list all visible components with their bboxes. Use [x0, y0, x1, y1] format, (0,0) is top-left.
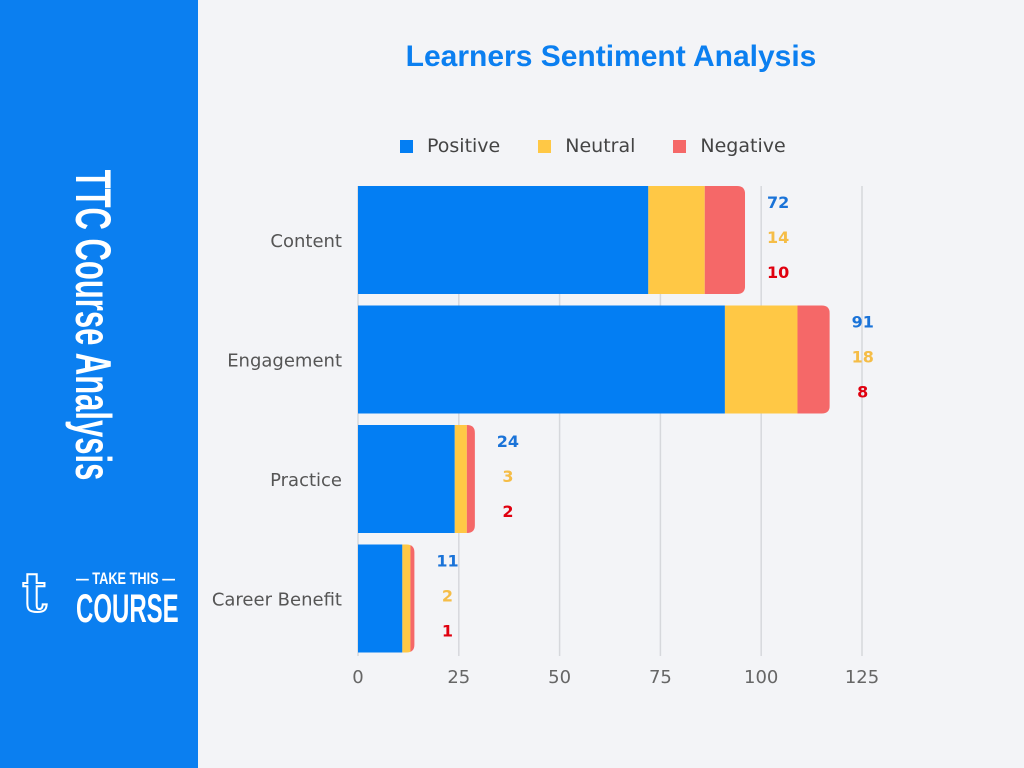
- category-label: Engagement: [227, 351, 342, 372]
- legend-label: Positive: [427, 135, 501, 157]
- legend-negative: Negative: [673, 135, 786, 157]
- data-label-negative: 10: [767, 263, 789, 282]
- bar-segment-positive: [358, 544, 403, 653]
- sidebar: TTC Course Analysis t — TAKE THIS — COUR…: [0, 0, 198, 768]
- data-label-positive: 91: [852, 313, 874, 332]
- legend-label: Negative: [700, 135, 786, 157]
- chart-title: Learners Sentiment Analysis: [405, 40, 817, 73]
- category-label: Content: [270, 231, 342, 252]
- data-label-neutral: 2: [442, 587, 453, 606]
- data-label-positive: 24: [497, 432, 519, 451]
- legend-swatch: [538, 139, 552, 153]
- legend: Positive Neutral Negative: [400, 135, 824, 157]
- logo-t-icon: t: [21, 560, 48, 624]
- bar-segment-positive: [358, 186, 649, 294]
- legend-neutral: Neutral: [538, 135, 635, 157]
- logo-line2: COURSE: [76, 587, 179, 631]
- data-label-negative: 1: [442, 622, 453, 641]
- x-tick-label: 100: [744, 667, 778, 688]
- x-tick-label: 75: [649, 667, 672, 688]
- data-label-neutral: 18: [852, 348, 874, 367]
- legend-swatch: [673, 139, 687, 153]
- x-tick-label: 50: [548, 667, 571, 688]
- category-label: Career Benefit: [212, 590, 342, 611]
- legend-label: Neutral: [565, 135, 636, 157]
- data-label-neutral: 3: [502, 467, 513, 486]
- legend-swatch: [400, 139, 413, 153]
- bar-segment-negative: [410, 544, 415, 653]
- data-label-positive: 72: [767, 193, 789, 212]
- x-tick-label: 25: [447, 667, 470, 688]
- data-label-negative: 2: [502, 502, 513, 521]
- bar-segment-neutral: [454, 425, 467, 533]
- bar-segment-neutral: [724, 305, 798, 414]
- bar-segment-neutral: [402, 544, 411, 653]
- logo-line1: — TAKE THIS —: [76, 569, 175, 588]
- legend-positive: Positive: [400, 135, 500, 157]
- data-label-neutral: 14: [767, 228, 789, 247]
- bar-segment-negative: [704, 186, 746, 294]
- bar-segment-neutral: [648, 186, 705, 294]
- x-tick-label: 0: [352, 667, 363, 688]
- bar-segment-positive: [358, 425, 455, 533]
- bar-segment-negative: [466, 425, 475, 533]
- data-label-negative: 8: [857, 383, 868, 402]
- x-tick-label: 125: [845, 667, 879, 688]
- data-label-positive: 11: [436, 552, 458, 571]
- bar-segment-negative: [797, 305, 830, 414]
- bar-segment-positive: [358, 305, 725, 414]
- category-label: Practice: [270, 470, 342, 491]
